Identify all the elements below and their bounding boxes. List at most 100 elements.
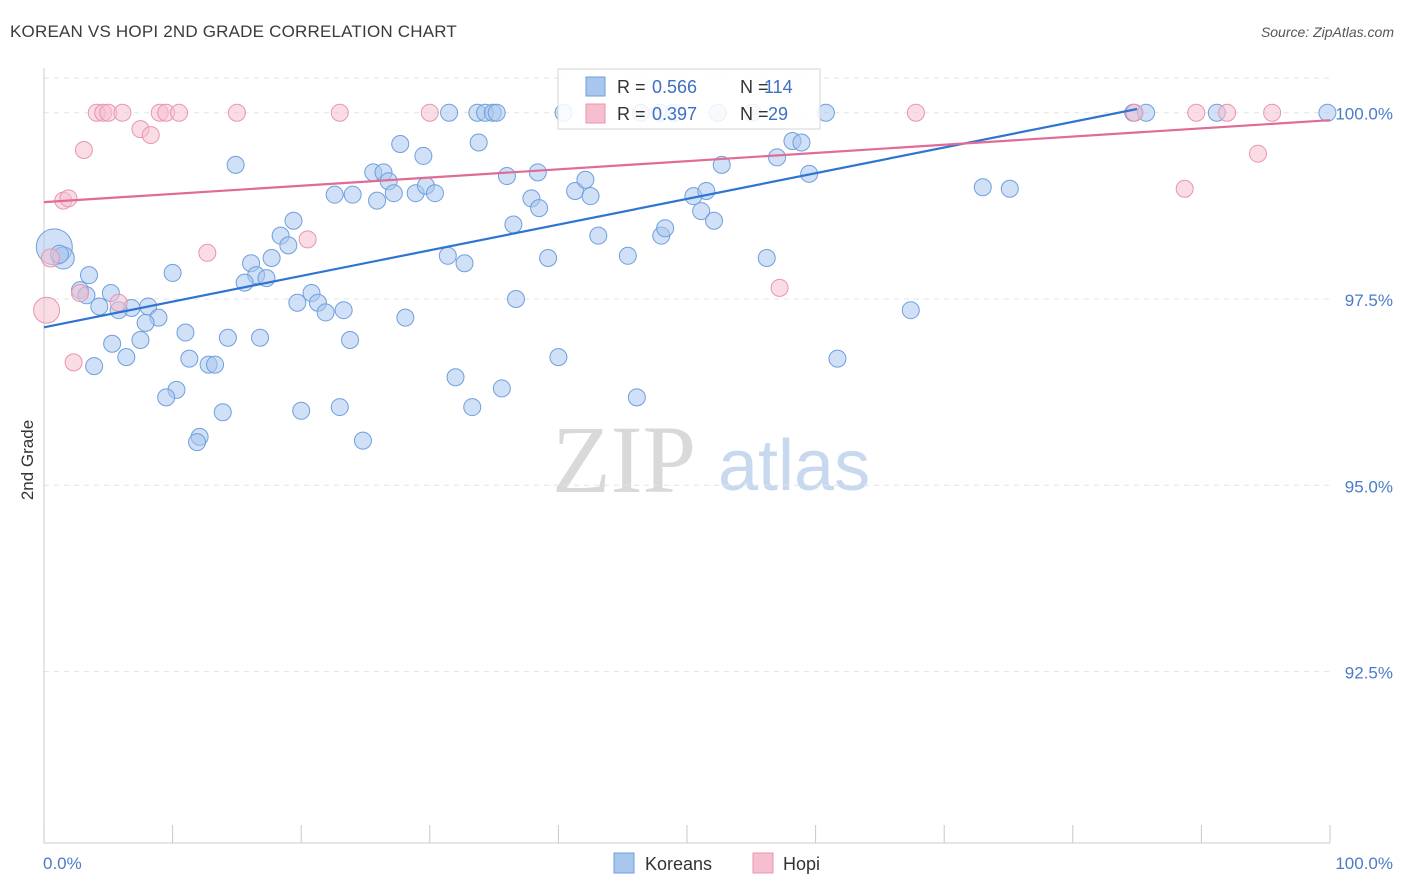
chart-source: Source: ZipAtlas.com <box>1260 24 1394 40</box>
legend-koreans-swatch[interactable] <box>613 852 635 874</box>
korean-point <box>131 330 150 349</box>
korean-point <box>656 219 675 238</box>
korean-point <box>188 433 207 452</box>
korean-point <box>497 167 516 186</box>
korean-point <box>692 202 711 221</box>
korean-point <box>341 330 360 349</box>
hopi-point <box>1218 103 1237 122</box>
hopi-trend-line <box>43 119 1331 204</box>
stats-koreans-n-label: N = <box>740 77 769 97</box>
korean-point <box>712 155 731 174</box>
korean-point <box>438 246 457 265</box>
korean-point <box>1000 179 1019 198</box>
watermark-atlas: atlas <box>718 426 870 506</box>
korean-point <box>440 103 459 122</box>
korean-point <box>343 185 362 204</box>
korean-point <box>581 187 600 206</box>
stats-koreans-n-value: 114 <box>764 77 793 97</box>
hopi-point <box>330 103 349 122</box>
korean-point <box>117 348 136 367</box>
korean-point <box>539 249 558 268</box>
hopi-point <box>1187 103 1206 122</box>
stats-hopi-n-label: N = <box>740 104 769 124</box>
hopi-point <box>113 103 132 122</box>
trend-layer <box>43 107 1331 329</box>
koreans-trend-line <box>43 107 1138 329</box>
korean-point <box>180 349 199 368</box>
korean-point <box>391 135 410 154</box>
labels-layer: 100.0% 97.5% 95.0% 92.5% 0.0% 100.0% <box>43 105 1393 873</box>
watermark-zip: ZIP <box>552 406 696 513</box>
korean-point <box>528 163 547 182</box>
y-axis-title: 2nd Grade <box>18 420 37 500</box>
legend-hopi-label[interactable]: Hopi <box>783 854 820 874</box>
x-tick-label-min: 0.0% <box>43 854 82 873</box>
korean-point <box>213 403 232 422</box>
korean-point <box>292 401 311 420</box>
korean-point <box>396 308 415 327</box>
korean-point <box>446 368 465 387</box>
korean-point <box>163 263 182 282</box>
korean-point <box>487 103 506 122</box>
hopi-point <box>59 189 78 208</box>
korean-point <box>492 379 511 398</box>
korean-point <box>251 328 270 347</box>
korean-point <box>504 215 523 234</box>
korean-point <box>368 191 387 210</box>
korean-point <box>463 398 482 417</box>
korean-point <box>549 348 568 367</box>
hopi-point <box>74 140 93 159</box>
korean-point <box>1318 103 1337 122</box>
korean-point <box>618 246 637 265</box>
hopi-point <box>198 243 217 262</box>
legend-hopi-swatch[interactable] <box>752 852 774 874</box>
korean-point <box>530 199 549 218</box>
stats-koreans-r-value: 0.566 <box>652 77 697 97</box>
hopi-point <box>1175 179 1194 198</box>
korean-point <box>469 133 488 152</box>
hopi-point <box>71 284 90 303</box>
korean-point <box>768 148 787 167</box>
y-tick-label: 97.5% <box>1345 291 1393 310</box>
korean-point <box>455 254 474 273</box>
korean-point <box>90 297 109 316</box>
chart-title: KOREAN VS HOPI 2ND GRADE CORRELATION CHA… <box>10 22 458 41</box>
korean-point <box>353 431 372 450</box>
legend: Koreans Hopi <box>613 852 820 874</box>
korean-point <box>627 388 646 407</box>
korean-point <box>325 185 344 204</box>
stats-box: R = 0.566 N = 114 R = 0.397 N = 29 <box>557 68 821 130</box>
korean-point <box>576 170 595 189</box>
stats-hopi-r-label: R = <box>617 104 646 124</box>
hopi-point <box>109 293 128 312</box>
hopi-point <box>298 230 317 249</box>
korean-point <box>85 357 104 376</box>
hopi-point <box>420 103 439 122</box>
korean-point <box>288 293 307 312</box>
korean-point <box>330 398 349 417</box>
hopi-point <box>1263 103 1282 122</box>
korean-point <box>176 323 195 342</box>
hopi-point <box>1248 144 1267 163</box>
korean-point <box>279 236 298 255</box>
stats-hopi-swatch <box>585 103 606 124</box>
korean-point <box>973 178 992 197</box>
korean-point <box>316 303 335 322</box>
stats-koreans-swatch <box>585 76 606 97</box>
hopi-point <box>64 353 83 372</box>
korean-point <box>384 184 403 203</box>
korean-point <box>157 388 176 407</box>
hopi-point <box>40 248 60 268</box>
hopi-point <box>33 296 61 324</box>
korean-point <box>103 334 122 353</box>
stats-hopi-r-value: 0.397 <box>652 104 697 124</box>
axis-layer <box>43 68 1331 844</box>
korean-point <box>414 146 433 165</box>
stats-hopi-n-value: 29 <box>768 104 788 124</box>
korean-point <box>136 313 155 332</box>
korean-point <box>334 301 353 320</box>
korean-point <box>828 349 847 368</box>
korean-point <box>206 355 225 374</box>
legend-koreans-label[interactable]: Koreans <box>645 854 712 874</box>
